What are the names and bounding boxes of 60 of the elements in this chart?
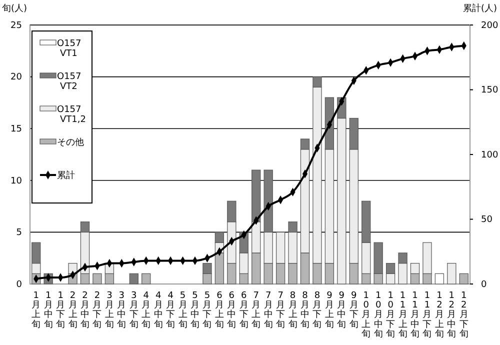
y-tick-label: 0 <box>16 280 22 290</box>
legend-label: 累計 <box>57 170 75 181</box>
bar <box>459 273 468 284</box>
x-tick-label: 8月中旬 <box>300 291 310 330</box>
bar <box>142 273 151 284</box>
x-tick-label: 2月中旬 <box>80 291 90 330</box>
y-tick-label: 20 <box>10 72 22 83</box>
y-tick-label: 15 <box>10 124 22 134</box>
x-tick-label: 12月上旬 <box>434 291 444 340</box>
y2-tick-label: 50 <box>481 215 493 226</box>
y2-tick-label: 100 <box>481 150 498 160</box>
x-tick-label: 11月上旬 <box>398 291 408 340</box>
x-tick-label: 7月上旬 <box>252 291 261 330</box>
x-tick-label: 6月下旬 <box>239 291 248 330</box>
x-tick-label: 8月下旬 <box>312 291 322 330</box>
x-tick-label: 3月上旬 <box>104 291 114 330</box>
x-tick-label: 12月中旬 <box>447 291 456 340</box>
y-tick-label: 25 <box>10 20 22 31</box>
y2-tick-label: 150 <box>481 86 498 96</box>
y2-axis-title: 累計(人) <box>462 3 497 14</box>
x-tick-label: 2月上旬 <box>68 291 78 330</box>
x-tick-label: 11月中旬 <box>410 291 420 340</box>
bar <box>129 273 138 284</box>
bar <box>92 273 102 284</box>
x-tick-label: 6月上旬 <box>214 291 224 330</box>
x-tick-label: 9月中旬 <box>337 291 346 330</box>
x-tick-label: 7月中旬 <box>264 291 273 330</box>
legend-label: O157 VT2 <box>57 72 82 92</box>
y2-tick-label: 200 <box>481 20 498 31</box>
bar <box>434 273 444 284</box>
x-tick-label: 4月中旬 <box>154 291 163 330</box>
y-tick-label: 10 <box>10 176 22 186</box>
x-tick-label: 12月下旬 <box>459 291 468 340</box>
x-tick-label: 8月上旬 <box>288 291 298 330</box>
x-tick-label: 5月中旬 <box>190 291 200 330</box>
x-tick-label: 4月下旬 <box>166 291 176 330</box>
x-tick-label: 1月上旬 <box>32 291 41 330</box>
x-tick-label: 1月下旬 <box>56 291 66 330</box>
legend-label: その他 <box>57 137 84 148</box>
x-tick-label: 9月上旬 <box>324 291 334 330</box>
x-tick-label: 10月上旬 <box>362 291 371 340</box>
x-tick-label: 3月中旬 <box>117 291 126 330</box>
x-tick-label: 1月中旬 <box>44 291 53 330</box>
bar <box>447 262 456 284</box>
x-tick-label: 6月中旬 <box>227 291 236 330</box>
x-tick-label: 3月下旬 <box>129 291 138 330</box>
y-axis-title: 旬(人) <box>2 3 28 14</box>
y2-tick-label: 0 <box>481 280 487 290</box>
x-tick-label: 10月中旬 <box>374 291 383 340</box>
legend-label: O157 VT1,2 <box>57 105 86 125</box>
x-tick-label: 11月下旬 <box>422 291 432 340</box>
x-tick-label: 10月下旬 <box>386 291 396 340</box>
x-tick-label: 2月下旬 <box>92 291 102 330</box>
x-tick-label: 5月上旬 <box>178 291 188 330</box>
x-tick-label: 7月下旬 <box>276 291 286 330</box>
y-tick-label: 5 <box>16 228 22 238</box>
x-tick-label: 5月下旬 <box>202 291 212 330</box>
x-tick-label: 9月下旬 <box>349 291 358 330</box>
legend-label: O157 VT1 <box>57 39 82 59</box>
x-tick-label: 4月上旬 <box>142 291 151 330</box>
